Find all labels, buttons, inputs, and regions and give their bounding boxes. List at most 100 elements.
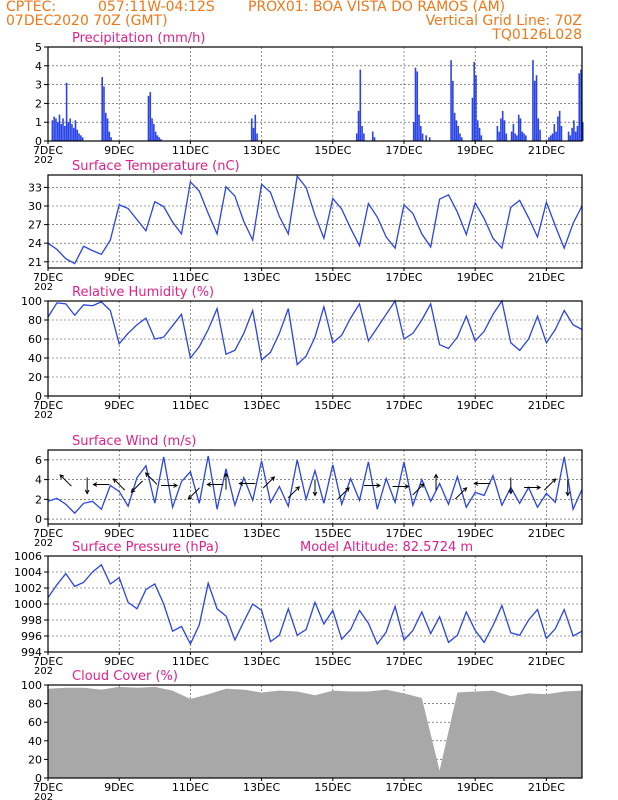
wind-vector-head (270, 476, 276, 481)
precipitation-bar (571, 127, 573, 141)
wind-vector-head (59, 474, 65, 479)
wind-xtick-label: 13DEC (243, 527, 280, 540)
precipitation-bar (106, 118, 109, 141)
wind-vector-shaft (412, 483, 425, 496)
precipitation-bar (539, 129, 541, 141)
precipitation-bar (517, 114, 520, 141)
precipitation-bar (535, 75, 538, 141)
cloud-cover-xtick-label: 7DEC (33, 781, 63, 794)
precipitation-bar (532, 60, 534, 141)
humidity-xtick-label: 19DEC (457, 399, 494, 412)
cloud-cover-year-label: 202 (34, 792, 53, 800)
precipitation-bar (473, 62, 476, 141)
wind-vector-shaft (455, 487, 467, 500)
cloud-cover-xtick-label: 19DEC (457, 781, 494, 794)
wind-vector-arrow (455, 487, 468, 500)
cloud-cover-xtick-label: 17DEC (385, 781, 422, 794)
precipitation-bar (519, 118, 522, 141)
precipitation-bar (573, 120, 575, 141)
wind-vector-head (345, 487, 350, 492)
precipitation-bar (55, 118, 57, 141)
precipitation-xtick-label: 9DEC (104, 144, 134, 157)
cloud-cover-ytick-label: 80 (28, 698, 42, 711)
cloud-cover-xtick-label: 15DEC (314, 781, 351, 794)
pressure-ytick-label: 1002 (14, 582, 42, 595)
precipitation-xtick-label: 11DEC (172, 144, 209, 157)
humidity-xtick-label: 7DEC (33, 399, 63, 412)
precipitation-bar (65, 82, 68, 141)
wind-vector-head (565, 491, 571, 497)
humidity-ytick-label: 60 (28, 333, 42, 346)
header-coordinates: 057:11W-04:12S (98, 0, 215, 15)
temperature-xtick-label: 13DEC (243, 271, 280, 284)
precipitation-bar (147, 95, 150, 141)
wind-vector-head (508, 489, 514, 495)
wind-vector-arrow (337, 487, 350, 500)
precipitation-bar (521, 131, 524, 141)
temperature-ytick-label: 21 (28, 256, 42, 269)
humidity-xtick-label: 9DEC (104, 399, 134, 412)
wind-vector-arrow (206, 482, 224, 487)
precipitation-bar (452, 80, 454, 141)
precipitation-bar (574, 131, 577, 141)
wind-xtick-label: 7DEC (33, 527, 63, 540)
precipitation-bar (103, 86, 105, 141)
wind-ytick-label: 4 (35, 474, 42, 487)
wind-vector-head (419, 483, 425, 488)
humidity-ytick-label: 0 (35, 390, 42, 403)
pressure-annotation: Model Altitude: 82.5724 m (300, 540, 473, 555)
cloud-cover-xtick-label: 9DEC (104, 781, 134, 794)
wind-vector-arrow (433, 473, 439, 491)
precipitation-bar (64, 125, 66, 141)
precipitation-bar (78, 133, 80, 141)
wind-frame (47, 449, 583, 525)
temperature-xtick-label: 17DEC (385, 271, 422, 284)
precipitation-bar (450, 60, 452, 141)
precipitation-bar (76, 129, 79, 141)
pressure-xtick-label: 13DEC (243, 655, 280, 668)
precipitation-ytick-label: 0 (35, 135, 42, 148)
wind-vector-head (376, 483, 382, 488)
humidity-ytick-label: 20 (28, 371, 42, 384)
wind-vector-head (295, 486, 300, 491)
precipitation-bar (576, 125, 579, 141)
cloud-cover-ytick-label: 0 (35, 772, 42, 785)
wind-vector-shaft (131, 480, 143, 493)
header-station: PROX01: BOA VISTA DO RAMOS (AM) (248, 0, 506, 15)
precipitation-bar (72, 127, 75, 141)
wind-year-label: 202 (34, 538, 53, 549)
wind-vector-arrow (412, 483, 425, 496)
precipitation-bar (156, 135, 159, 141)
temperature-xtick-label: 21DEC (528, 271, 565, 284)
cloud-cover-xtick-label: 13DEC (243, 781, 280, 794)
temperature-frame (47, 174, 583, 269)
precipitation-bar (510, 131, 513, 141)
wind-vector-head (473, 481, 479, 486)
wind-vector-arrow (544, 478, 557, 491)
header-source: CPTEC: (6, 0, 57, 15)
temperature-xtick-label: 19DEC (457, 271, 494, 284)
humidity-ytick-label: 80 (28, 314, 42, 327)
wind-vector-head (92, 482, 98, 487)
precipitation-bar (569, 135, 572, 141)
precipitation-bar (505, 133, 508, 141)
wind-vector-head (187, 495, 193, 500)
precipitation-bar (578, 73, 581, 141)
precipitation-bar (523, 133, 525, 141)
wind-vector-arrow (92, 482, 110, 487)
precipitation-bar (459, 133, 461, 141)
pressure-ytick-label: 994 (21, 646, 42, 659)
wind-xtick-label: 21DEC (528, 527, 565, 540)
humidity-title: Relative Humidity (%) (72, 285, 214, 300)
precipitation-bar (71, 124, 73, 141)
precipitation-bar (62, 118, 64, 141)
precipitation-bar (496, 125, 499, 141)
pressure-ytick-label: 1006 (14, 550, 42, 563)
wind-xtick-label: 11DEC (172, 527, 209, 540)
precipitation-xtick-label: 13DEC (243, 144, 280, 157)
precipitation-ytick-label: 5 (35, 41, 42, 54)
precipitation-bar (108, 131, 111, 141)
precipitation-bar (418, 114, 420, 141)
precipitation-bar (453, 112, 456, 141)
temperature-ytick-label: 33 (28, 181, 42, 194)
